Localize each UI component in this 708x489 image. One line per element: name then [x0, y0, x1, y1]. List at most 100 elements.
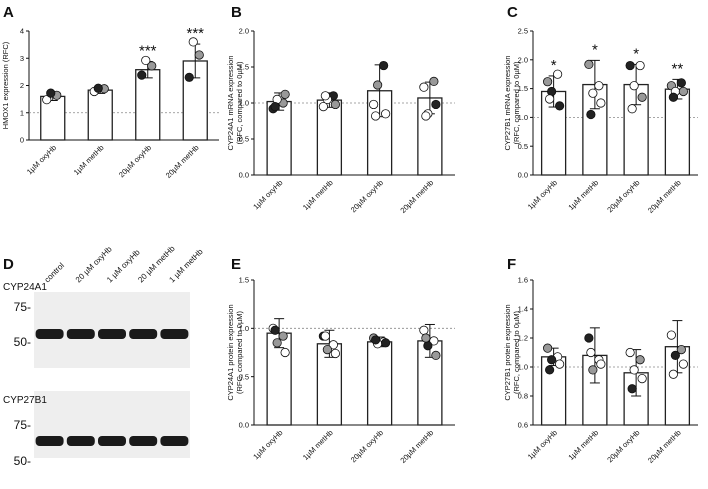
- data-point: [553, 69, 563, 79]
- y-tick-label: 0: [20, 136, 24, 145]
- bar: [87, 89, 113, 141]
- chart-panel-b: B 0.0 0.5 1.0 1.5 2.0 CYP24A1 mRNA expression(…: [226, 4, 455, 215]
- data-point: [320, 91, 330, 101]
- data-point: [369, 99, 379, 110]
- data-point: [635, 355, 645, 365]
- data-point: [584, 333, 594, 343]
- bar: [135, 69, 161, 141]
- data-point: [625, 60, 635, 71]
- data-point: [670, 350, 680, 360]
- significance-marker: *: [592, 41, 598, 58]
- x-tick-label: 20µM oxyHb: [605, 178, 641, 214]
- data-point: [637, 373, 647, 384]
- y-tick-label: 0.0: [518, 171, 528, 180]
- data-point: [547, 86, 557, 97]
- data-point: [421, 111, 431, 121]
- chart-panel-a: A 0 1 2 3 4 HMOX1 expression (RFC) 1µM oxyHb 1µM…: [1, 4, 219, 180]
- panel-letter-c: C: [507, 4, 518, 21]
- panel-letter-f: F: [507, 256, 516, 273]
- x-tick-label: 1µM metHb: [566, 428, 600, 462]
- data-point: [586, 347, 596, 358]
- x-tick-label: 20µM metHb: [646, 178, 683, 215]
- blot-label: CYP27B1: [3, 395, 47, 406]
- data-point: [421, 333, 431, 343]
- data-point: [328, 340, 338, 350]
- y-axis-label-line: (RFC, compared to 0µM): [512, 310, 521, 394]
- x-tick-label: 1µM metHb: [566, 178, 600, 212]
- y-axis-label-line: (RFC, compared to 0µM): [512, 61, 521, 145]
- blot-label: CYP24A1: [3, 282, 47, 293]
- bar: [40, 95, 66, 141]
- blot-band: [98, 436, 126, 446]
- y-axis-label: CYP27B1 protein expression(RFC, compared…: [503, 304, 521, 400]
- bar: [366, 341, 393, 426]
- data-point: [184, 72, 194, 82]
- significance-marker: *: [633, 45, 639, 62]
- chart-panel-c: C 0.0 0.5 1.0 1.5 2.0 2.5 CYP27B1 mRNA expressi…: [503, 4, 698, 215]
- blot-band: [98, 329, 126, 339]
- y-tick-label: 4: [20, 27, 24, 36]
- data-point: [543, 77, 553, 87]
- y-axis-label-line: (RFC, compared to 0µM): [235, 61, 244, 145]
- chart-panel-e: E 0.0 0.5 1.0 1.5 CYP24A1 protein expression(…: [226, 256, 455, 465]
- x-tick-label: 1µM oxyHb: [526, 428, 559, 461]
- significance-marker: *: [551, 57, 557, 74]
- data-point: [666, 330, 676, 340]
- data-point: [429, 336, 439, 346]
- data-point: [270, 102, 280, 112]
- y-axis-label-line: HMOX1 expression (RFC): [1, 41, 10, 129]
- blot-band: [66, 329, 95, 339]
- data-point: [280, 89, 290, 99]
- panel-letter-e: E: [231, 256, 241, 273]
- data-point: [545, 94, 555, 104]
- blot-membrane: [34, 391, 190, 458]
- data-point: [555, 359, 565, 369]
- data-point: [637, 92, 647, 102]
- data-point: [371, 111, 381, 121]
- data-point: [322, 344, 332, 355]
- x-tick-label: 1µM oxyHb: [526, 178, 559, 211]
- y-tick-label: 1: [20, 108, 24, 117]
- y-tick-label: 0.5: [239, 372, 249, 381]
- x-tick-label: 20µM metHb: [398, 178, 435, 215]
- y-tick-label: 1.0: [239, 324, 249, 333]
- mw-marker: 50-: [14, 454, 31, 468]
- x-tick-label: 1µM metHb: [301, 178, 335, 212]
- y-tick-label: 1.0: [518, 113, 528, 122]
- y-tick-label: 2.0: [518, 55, 528, 64]
- y-tick-label: 3: [20, 54, 24, 63]
- x-tick-label: 20µM oxyHb: [349, 428, 385, 464]
- data-point: [93, 83, 103, 93]
- data-point: [627, 384, 637, 394]
- blot-band: [35, 329, 64, 339]
- blot-band: [129, 329, 158, 339]
- y-tick-label: 2.0: [239, 27, 249, 36]
- data-point: [46, 88, 56, 98]
- panel-letter-b: B: [231, 4, 242, 21]
- y-axis-label-line: CYP24A1 mRNA expression: [226, 55, 235, 150]
- y-tick-label: 0.8: [518, 392, 528, 401]
- data-point: [678, 86, 688, 97]
- y-tick-label: 0.5: [518, 142, 528, 151]
- y-tick-label: 1.4: [518, 305, 528, 314]
- mw-marker: 75-: [14, 300, 31, 314]
- mw-marker: 75-: [14, 418, 31, 432]
- y-tick-label: 1.2: [518, 334, 528, 343]
- data-point: [278, 331, 288, 341]
- data-point: [627, 104, 637, 114]
- significance-marker: **: [672, 60, 684, 77]
- x-tick-label: 1µM oxyHb: [251, 428, 284, 461]
- y-tick-label: 1.6: [518, 276, 528, 285]
- data-point: [676, 344, 686, 355]
- data-point: [668, 369, 678, 379]
- data-point: [588, 88, 598, 98]
- lane-label: control: [43, 261, 67, 285]
- data-point: [137, 70, 147, 80]
- significance-marker: ***: [186, 25, 204, 42]
- x-tick-label: 20µM oxyHb: [349, 178, 385, 214]
- x-tick-label: 1µM oxyHb: [25, 143, 58, 176]
- data-point: [668, 92, 678, 102]
- blot-band: [66, 436, 95, 446]
